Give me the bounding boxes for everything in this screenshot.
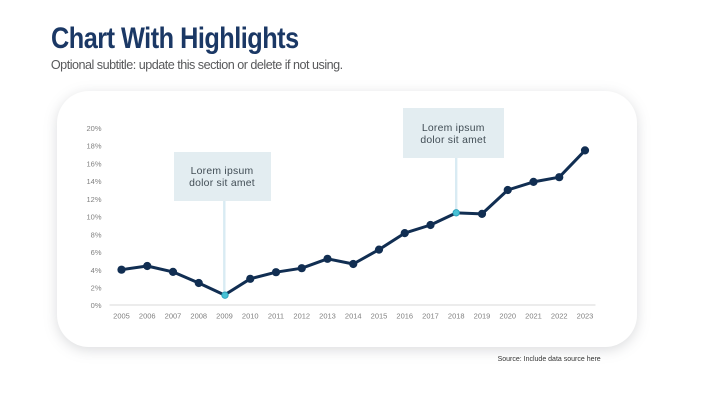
svg-text:2005: 2005 xyxy=(113,312,130,321)
svg-text:6%: 6% xyxy=(91,248,102,257)
svg-text:2011: 2011 xyxy=(268,312,284,321)
svg-text:2%: 2% xyxy=(91,284,102,293)
svg-text:2015: 2015 xyxy=(371,312,388,321)
svg-text:14%: 14% xyxy=(86,177,101,186)
svg-text:16%: 16% xyxy=(86,159,101,168)
svg-text:20%: 20% xyxy=(86,124,101,133)
svg-text:0%: 0% xyxy=(91,301,102,310)
svg-text:2020: 2020 xyxy=(499,312,516,321)
svg-text:2016: 2016 xyxy=(396,312,413,321)
svg-text:2010: 2010 xyxy=(242,312,259,321)
svg-text:2006: 2006 xyxy=(139,312,156,321)
svg-text:8%: 8% xyxy=(91,230,102,239)
svg-text:2009: 2009 xyxy=(216,312,233,321)
svg-text:12%: 12% xyxy=(86,195,101,204)
svg-text:4%: 4% xyxy=(91,266,102,275)
svg-text:18%: 18% xyxy=(86,142,101,151)
svg-text:2023: 2023 xyxy=(577,312,594,321)
svg-text:2013: 2013 xyxy=(319,312,336,321)
svg-text:2008: 2008 xyxy=(190,312,207,321)
svg-text:2022: 2022 xyxy=(551,312,568,321)
svg-text:2017: 2017 xyxy=(422,312,439,321)
svg-text:10%: 10% xyxy=(86,213,101,222)
svg-text:2019: 2019 xyxy=(474,312,491,321)
svg-text:2012: 2012 xyxy=(293,312,310,321)
svg-text:2021: 2021 xyxy=(525,312,542,321)
svg-text:2007: 2007 xyxy=(165,312,182,321)
svg-text:2014: 2014 xyxy=(345,312,362,321)
svg-text:2018: 2018 xyxy=(448,312,465,321)
